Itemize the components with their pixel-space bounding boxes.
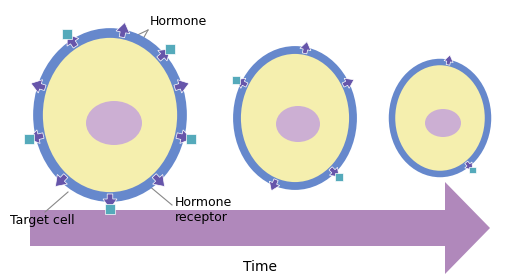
Polygon shape (236, 78, 248, 88)
Polygon shape (444, 55, 453, 65)
Polygon shape (55, 174, 68, 187)
Ellipse shape (425, 109, 461, 137)
Polygon shape (105, 204, 115, 214)
Polygon shape (186, 134, 196, 144)
Polygon shape (176, 130, 191, 144)
Text: Target cell: Target cell (10, 214, 75, 227)
Polygon shape (157, 49, 170, 61)
Text: Time: Time (243, 260, 277, 274)
Polygon shape (269, 179, 280, 191)
Polygon shape (300, 42, 311, 54)
Polygon shape (335, 173, 343, 181)
Polygon shape (232, 76, 240, 84)
Ellipse shape (276, 106, 320, 142)
Polygon shape (465, 161, 473, 170)
Polygon shape (116, 22, 130, 38)
Polygon shape (31, 80, 46, 93)
Ellipse shape (38, 33, 182, 197)
Polygon shape (470, 167, 476, 173)
Polygon shape (165, 44, 175, 54)
Polygon shape (174, 80, 189, 93)
Polygon shape (67, 34, 79, 48)
Polygon shape (103, 194, 117, 209)
Polygon shape (24, 134, 34, 144)
Polygon shape (342, 78, 354, 88)
Polygon shape (62, 29, 72, 39)
Ellipse shape (392, 62, 488, 174)
Polygon shape (30, 182, 490, 274)
Ellipse shape (86, 101, 142, 145)
Text: Hormone: Hormone (150, 15, 207, 28)
Polygon shape (329, 167, 339, 177)
Polygon shape (29, 130, 44, 144)
Text: Hormone
receptor: Hormone receptor (175, 196, 232, 224)
Ellipse shape (237, 50, 353, 186)
Polygon shape (152, 174, 164, 187)
